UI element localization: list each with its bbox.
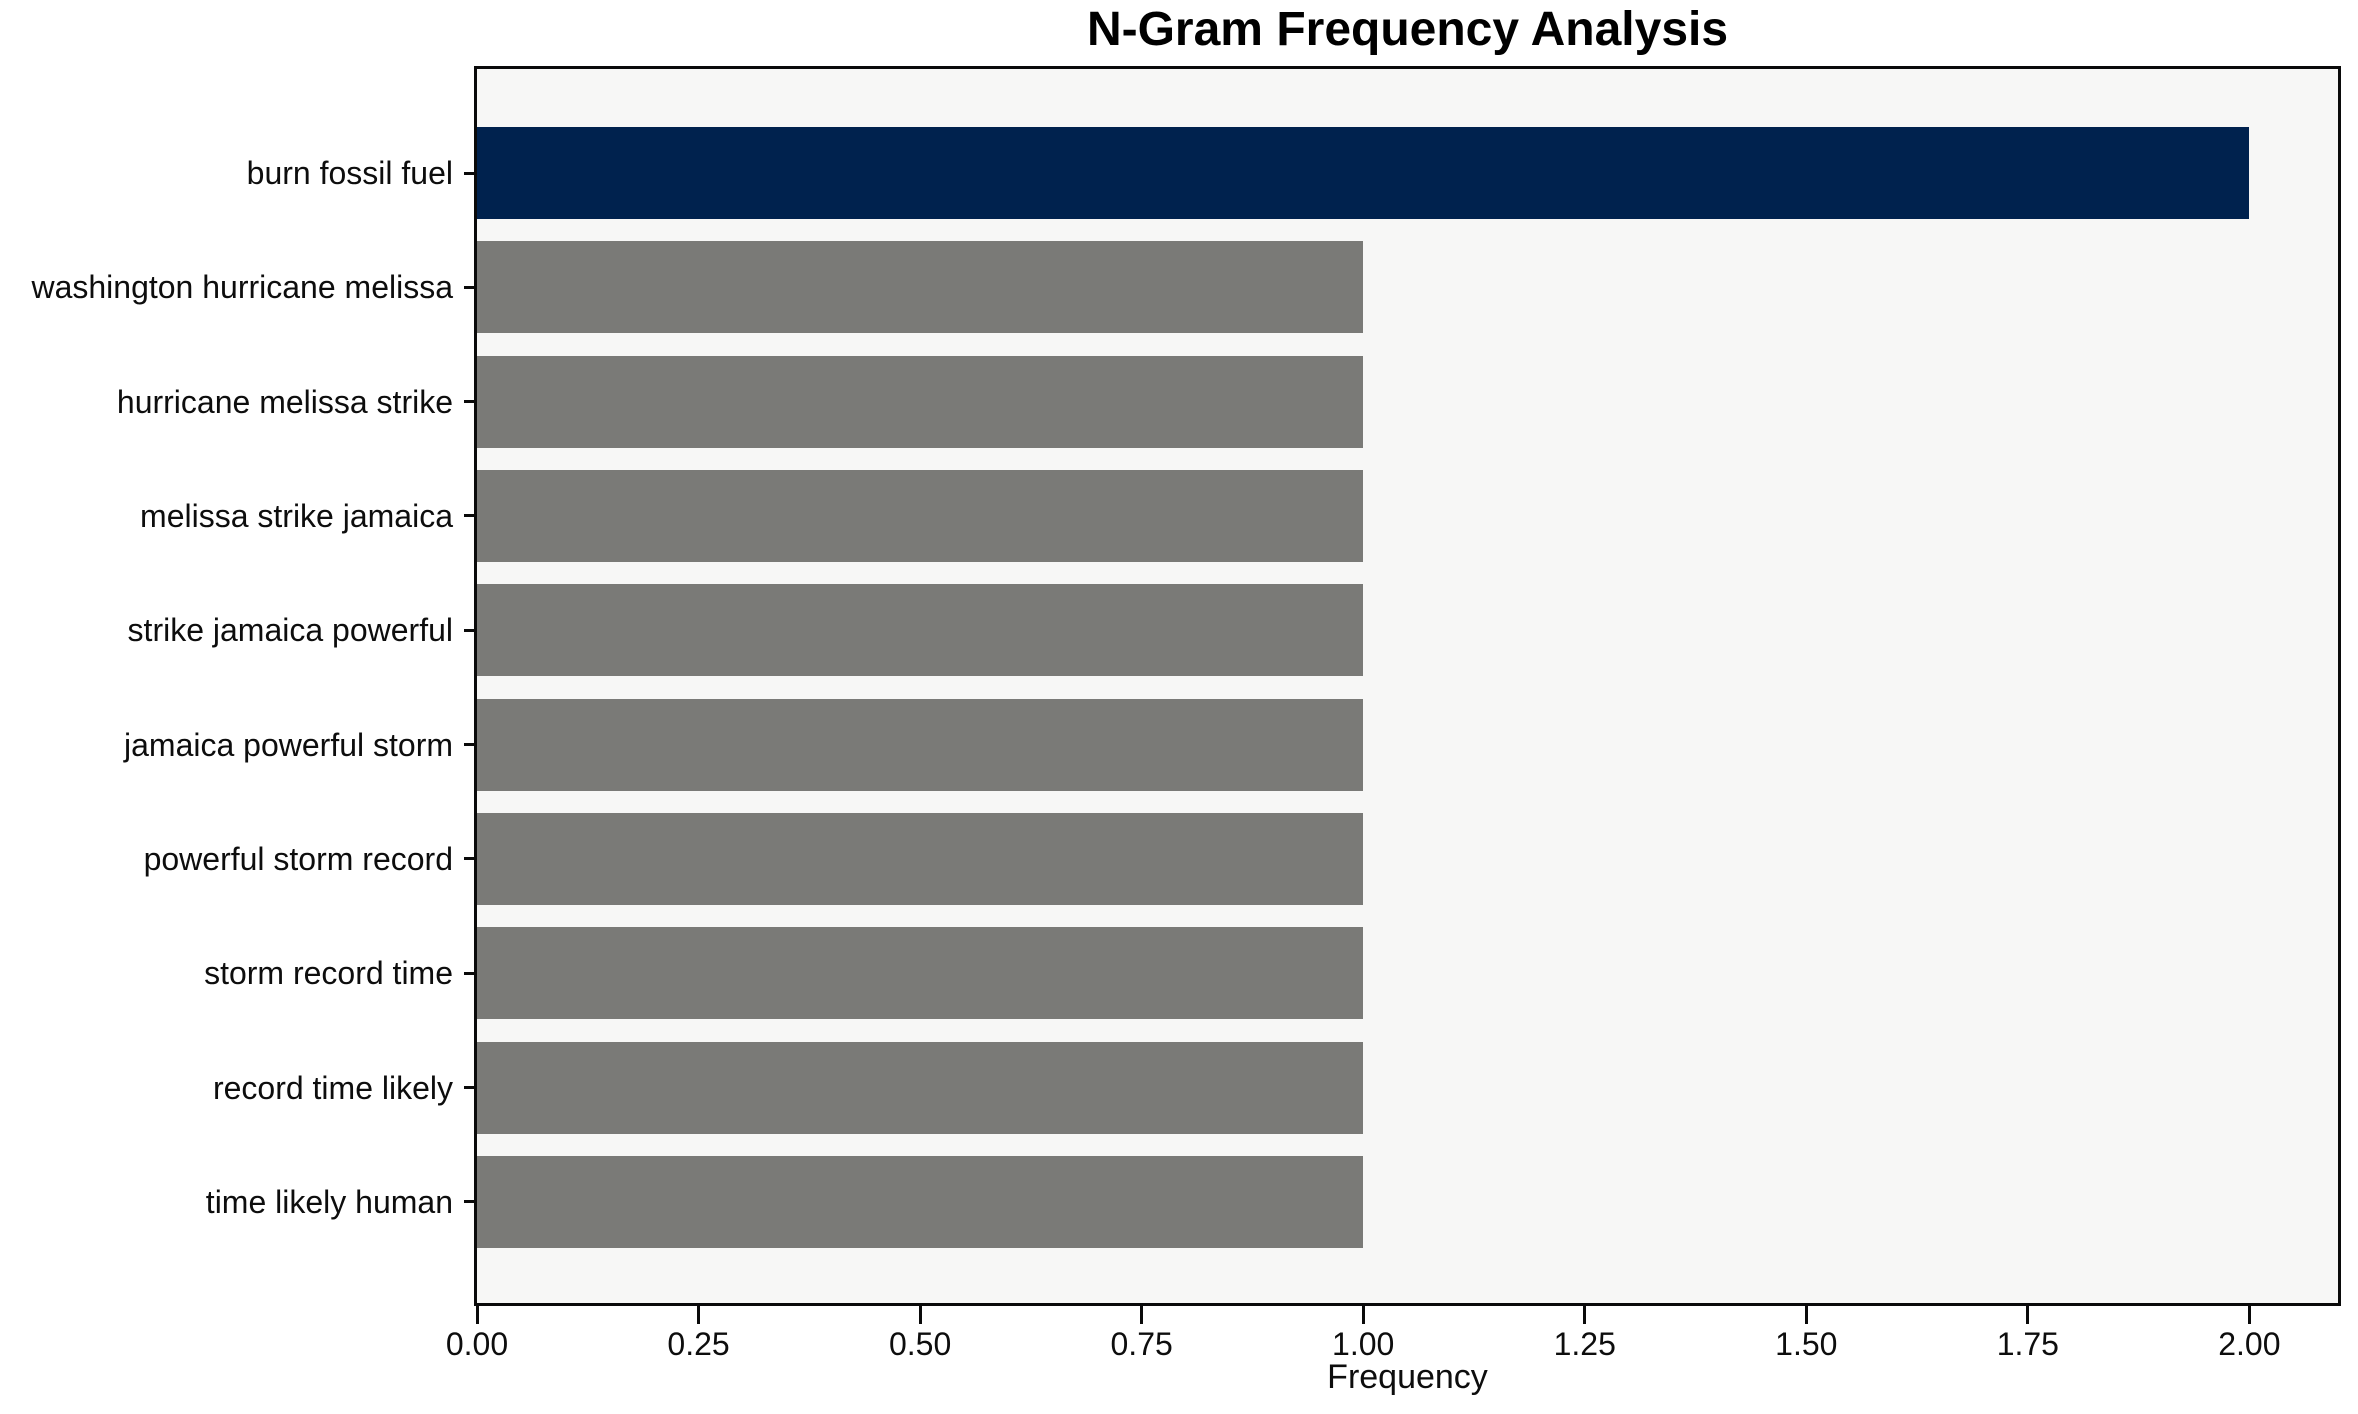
y-tick-mark — [464, 400, 474, 404]
y-tick-mark — [464, 628, 474, 632]
y-tick-mark — [464, 171, 474, 175]
bar-6 — [477, 698, 1364, 791]
x-axis-label: Frequency — [1327, 1358, 1488, 1396]
y-tick-label: time likely human — [205, 1183, 453, 1220]
y-tick-label: hurricane melissa strike — [116, 383, 453, 420]
x-tick-label: 1.50 — [1775, 1326, 1838, 1362]
y-tick-label: burn fossil fuel — [246, 155, 453, 191]
bar-7 — [477, 812, 1364, 905]
y-tick-mark — [464, 971, 474, 975]
bar-9 — [477, 1041, 1364, 1134]
x-tick-mark — [475, 1306, 479, 1324]
x-tick-label: 1.00 — [1332, 1326, 1395, 1362]
x-tick-mark — [1583, 1306, 1587, 1324]
bar-3 — [477, 355, 1364, 448]
x-tick-label: 0.00 — [445, 1326, 509, 1362]
x-tick-mark — [1140, 1306, 1144, 1324]
x-tick-mark — [2247, 1306, 2251, 1324]
x-tick-label: 1.25 — [1553, 1326, 1616, 1362]
x-tick-label: 0.25 — [667, 1326, 730, 1362]
y-tick-mark — [464, 857, 474, 861]
y-tick-label: washington hurricane melissa — [31, 269, 453, 306]
x-tick-mark — [918, 1306, 922, 1324]
y-tick-mark — [464, 1086, 474, 1090]
y-tick-label: jamaica powerful storm — [124, 726, 453, 763]
x-tick-label: 0.75 — [1110, 1326, 1173, 1362]
x-tick-mark — [1361, 1306, 1365, 1324]
y-tick-label: strike jamaica powerful — [127, 612, 453, 649]
y-tick-mark — [464, 743, 474, 747]
x-tick-label: 1.75 — [1996, 1326, 2059, 1362]
x-tick-mark — [1804, 1306, 1808, 1324]
bar-10 — [477, 1155, 1364, 1248]
y-tick-label: record time likely — [212, 1069, 453, 1106]
bar-2 — [477, 241, 1364, 334]
chart-title: N-Gram Frequency Analysis — [1086, 3, 1729, 56]
bar-4 — [477, 469, 1364, 562]
x-tick-mark — [2026, 1306, 2030, 1324]
x-tick-mark — [697, 1306, 701, 1324]
y-tick-mark — [464, 1200, 474, 1204]
bar-8 — [477, 927, 1364, 1020]
bar-1 — [477, 127, 2250, 219]
x-tick-label: 0.50 — [888, 1326, 952, 1362]
y-tick-label: melissa strike jamaica — [140, 497, 453, 534]
y-tick-label: storm record time — [204, 955, 453, 992]
y-tick-mark — [464, 514, 474, 518]
bar-5 — [477, 584, 1364, 677]
x-tick-label: 2.00 — [2218, 1326, 2281, 1362]
y-tick-label: powerful storm record — [143, 840, 453, 877]
y-tick-mark — [464, 285, 474, 289]
plot-area — [474, 66, 2341, 1306]
